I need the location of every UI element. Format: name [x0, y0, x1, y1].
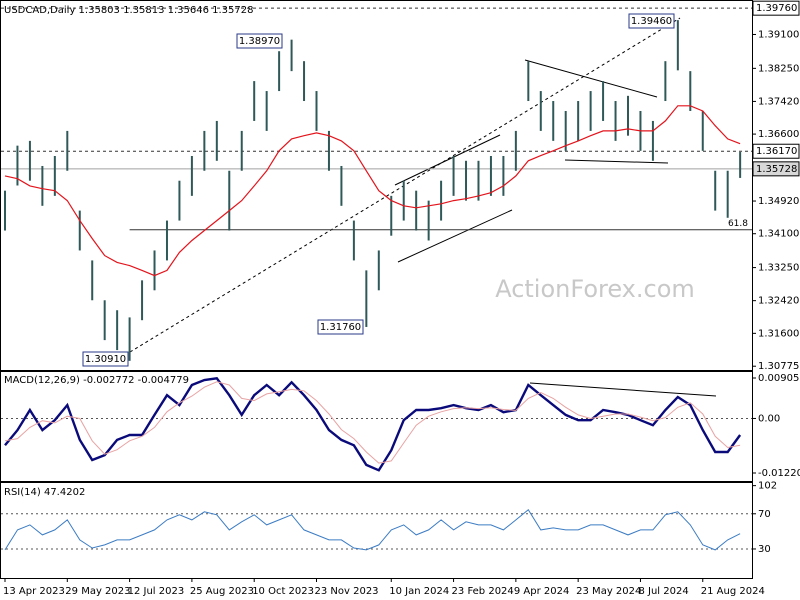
y-tick-label: 1.38250	[758, 63, 799, 74]
x-tick-label: 29 May 2023	[65, 586, 130, 597]
watermark: ActionForex.com	[495, 275, 695, 303]
y-tick-label: 70	[758, 509, 771, 520]
annotation-box	[236, 33, 283, 49]
channel-line	[394, 134, 501, 186]
y-tick-label: 1.34100	[758, 229, 799, 240]
x-tick-label: 8 Jul 2024	[638, 586, 688, 597]
annotation: 1.39460	[631, 16, 672, 27]
macd-title: MACD(12,26,9) -0.002772 -0.004779	[4, 375, 189, 386]
level-label: 61.8	[728, 219, 748, 229]
y-tick-label: 1.34920	[758, 196, 799, 207]
y-tick-label: -0.012209	[758, 468, 800, 479]
annotation: 1.30910	[85, 354, 126, 365]
y-tick-label: 1.36600	[758, 129, 799, 140]
channel-line	[397, 209, 513, 263]
level-label-box	[752, 143, 800, 159]
annotation-box	[82, 351, 129, 367]
level-label-box	[752, 0, 800, 16]
y-tick-label: 1.39100	[758, 29, 799, 40]
price-title: USDCAD,Daily 1.35803 1.35813 1.35646 1.3…	[4, 5, 254, 16]
y-tick-label: 1.30775	[758, 361, 799, 372]
y-tick-label: 30	[758, 544, 771, 555]
y-tick-label: 0.00	[758, 413, 780, 424]
annotation-box	[628, 13, 675, 29]
trendline	[129, 17, 681, 353]
level-label: 1.39760	[756, 3, 797, 14]
triangle-line	[564, 159, 669, 164]
y-tick-label: 1.33250	[758, 263, 799, 274]
y-tick-label: 1.31600	[758, 328, 799, 339]
rsi-panel	[0, 482, 753, 579]
macd-panel	[0, 371, 753, 482]
x-tick-label: 23 Feb 2024	[452, 586, 514, 597]
annotation: 1.38970	[239, 36, 280, 47]
line	[4, 377, 742, 472]
rsi-title: RSI(14) 47.4202	[4, 487, 85, 498]
level-label: 1.35728	[756, 164, 797, 175]
x-tick-label: 13 Apr 2023	[3, 586, 65, 597]
level-label-box	[752, 161, 800, 177]
price-panel	[0, 0, 753, 371]
x-tick-label: 12 Jul 2023	[128, 586, 185, 597]
annotation-box	[317, 319, 364, 335]
y-tick-label: 1.32420	[758, 296, 799, 307]
x-tick-label: 21 Aug 2024	[701, 586, 765, 597]
level-label: 1.36170	[756, 146, 797, 157]
y-tick-label: 1.37420	[758, 96, 799, 107]
macd-trendline	[529, 382, 717, 397]
line	[4, 508, 741, 551]
x-tick-label: 9 Apr 2024	[514, 586, 569, 597]
annotation: 1.31760	[320, 322, 361, 333]
x-tick-label: 10 Oct 2023	[252, 586, 314, 597]
y-tick-label: 102	[758, 481, 777, 492]
x-tick-label: 10 Jan 2024	[389, 586, 449, 597]
x-tick-label: 23 Nov 2023	[315, 586, 379, 597]
line	[4, 105, 741, 277]
line	[4, 381, 741, 464]
x-tick-label: 23 May 2024	[576, 586, 641, 597]
x-tick-label: 25 Aug 2023	[190, 586, 254, 597]
y-tick-label: 0.009055	[758, 373, 800, 384]
trendlines	[129, 17, 717, 397]
triangle-line	[524, 59, 658, 98]
